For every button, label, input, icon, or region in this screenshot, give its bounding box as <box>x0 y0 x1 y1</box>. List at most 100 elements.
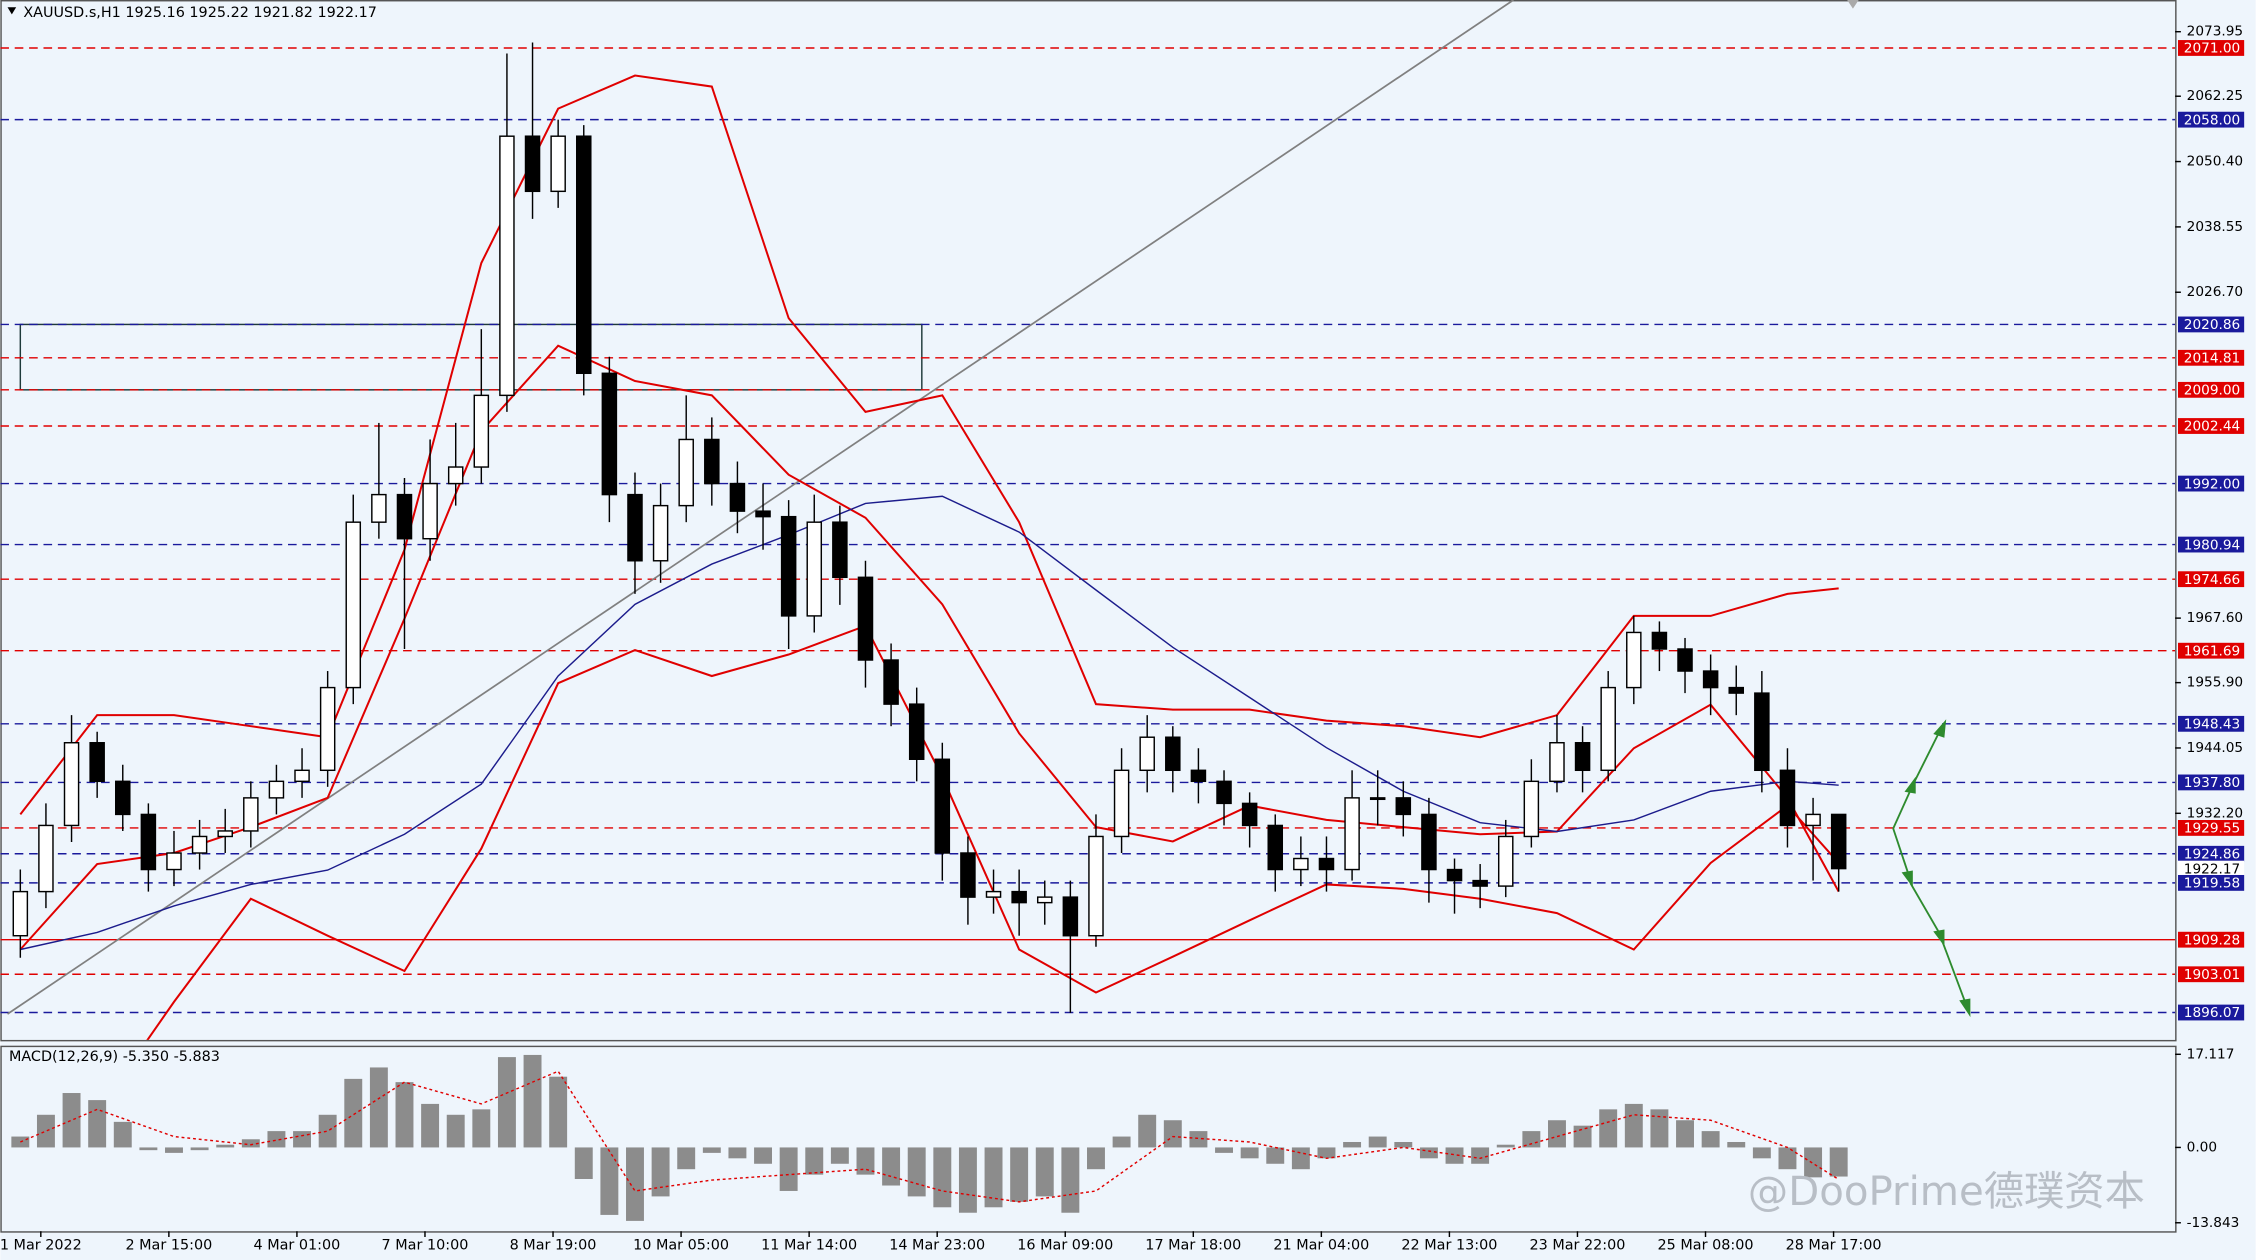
macd-bar <box>1087 1147 1105 1170</box>
macd-bar <box>113 1121 132 1148</box>
macd-bar <box>1215 1147 1233 1153</box>
candle-body <box>1446 868 1463 882</box>
macd-bar <box>1291 1147 1310 1170</box>
candle-body <box>601 372 618 496</box>
macd-bar <box>1522 1131 1541 1148</box>
candle-body <box>1216 780 1232 805</box>
candle-body <box>1165 736 1181 772</box>
candle-body <box>371 493 387 523</box>
candle-body <box>447 466 464 485</box>
candle-body <box>89 742 105 783</box>
candle-body <box>1241 802 1258 827</box>
macd-bar <box>139 1147 158 1151</box>
macd-bar <box>421 1103 440 1148</box>
y-tick-label: 2073.95 <box>2187 24 2243 40</box>
macd-bar <box>1471 1147 1490 1164</box>
candle-body <box>985 890 1002 898</box>
projection-arrows <box>1892 719 1971 1018</box>
arrow-head <box>1933 719 1947 738</box>
level-label-box <box>2178 475 2245 492</box>
x-tick-label: 28 Mar 17:00 <box>1786 1238 1882 1254</box>
macd-bar <box>369 1067 388 1148</box>
macd-bar <box>344 1078 363 1148</box>
candle-body <box>319 686 336 772</box>
level-label-box <box>2178 874 2245 891</box>
macd-bar <box>1676 1120 1694 1148</box>
candle-body <box>115 780 131 816</box>
candle-body <box>63 742 80 827</box>
macd-bar <box>62 1093 81 1148</box>
candle-body <box>422 482 438 540</box>
macd-bar <box>907 1147 926 1197</box>
macd-bar <box>1240 1147 1259 1159</box>
candle-body <box>960 852 976 898</box>
x-tick-label: 10 Mar 05:00 <box>633 1238 729 1254</box>
level-label: 1922.17 <box>2184 861 2240 877</box>
macd-bar <box>779 1147 798 1191</box>
level-label-box <box>2178 571 2245 588</box>
macd-bar <box>472 1109 491 1148</box>
candle-body <box>575 135 592 375</box>
level-label: 1980.94 <box>2184 537 2240 553</box>
candle-body <box>1293 857 1309 871</box>
level-label-box <box>2178 111 2245 128</box>
level-label-box <box>2178 966 2245 983</box>
x-tick-label: 16 Mar 09:00 <box>1017 1238 1113 1254</box>
macd-bar <box>754 1147 773 1164</box>
candle-body <box>1626 631 1642 689</box>
macd-frame <box>0 1045 2177 1233</box>
level-label-box <box>2178 820 2245 836</box>
level-label-box <box>2178 1004 2245 1021</box>
level-label-box <box>2178 642 2245 659</box>
candle-body <box>1677 648 1693 672</box>
macd-bar <box>702 1147 721 1153</box>
candle-body <box>1472 879 1488 887</box>
candle-body <box>1600 686 1616 772</box>
candle-body <box>627 493 643 562</box>
candle-body <box>1805 813 1821 827</box>
macd-bar <box>1035 1147 1054 1197</box>
level-label: 1929.55 <box>2184 821 2240 837</box>
macd-bar <box>1343 1141 1362 1148</box>
macd-bar <box>1394 1141 1413 1148</box>
level-label-box <box>2178 860 2245 877</box>
arrow-head <box>1901 870 1913 888</box>
candle-body <box>1344 797 1360 871</box>
y-tick-label: 2038.55 <box>2187 219 2243 235</box>
candle-body <box>1549 742 1565 783</box>
macd-bar <box>1061 1147 1080 1213</box>
candle-body <box>1497 835 1514 887</box>
y-tick-label: 1944.05 <box>2187 740 2243 756</box>
macd-bar <box>36 1114 55 1148</box>
macd-bar <box>1112 1136 1131 1148</box>
macd-bar <box>1599 1109 1618 1148</box>
candle-body <box>832 521 848 579</box>
x-tick-label: 11 Mar 14:00 <box>761 1238 857 1254</box>
scroll-marker <box>1847 0 1859 9</box>
candle-body <box>652 504 669 562</box>
macd-bar <box>882 1147 901 1186</box>
candle-body <box>1369 797 1386 801</box>
candle-body <box>883 659 899 705</box>
axes: 2073.95 2062.25 2050.40 2038.55 2026.70 1967.… <box>0 24 2245 1254</box>
macd-bar <box>549 1076 568 1148</box>
x-tick-label: 21 Mar 04:00 <box>1273 1238 1369 1254</box>
macd-bar <box>1368 1136 1387 1148</box>
macd-plot <box>11 1054 1848 1221</box>
arrow <box>1909 882 1943 939</box>
arrow <box>1912 725 1943 785</box>
candle-body <box>1318 857 1335 871</box>
trendline <box>7 0 1514 1015</box>
candle-body <box>1088 835 1104 937</box>
macd-bar <box>318 1114 337 1148</box>
macd-bar <box>1650 1109 1669 1148</box>
macd-bar <box>1010 1147 1029 1202</box>
y-tick-label: 2062.25 <box>2187 88 2243 104</box>
level-label-box <box>2178 349 2245 366</box>
candle-body <box>12 890 29 937</box>
macd-bar <box>677 1147 696 1170</box>
macd-bar <box>88 1100 107 1148</box>
macd-bar <box>1189 1131 1208 1148</box>
candle-body <box>191 835 208 854</box>
